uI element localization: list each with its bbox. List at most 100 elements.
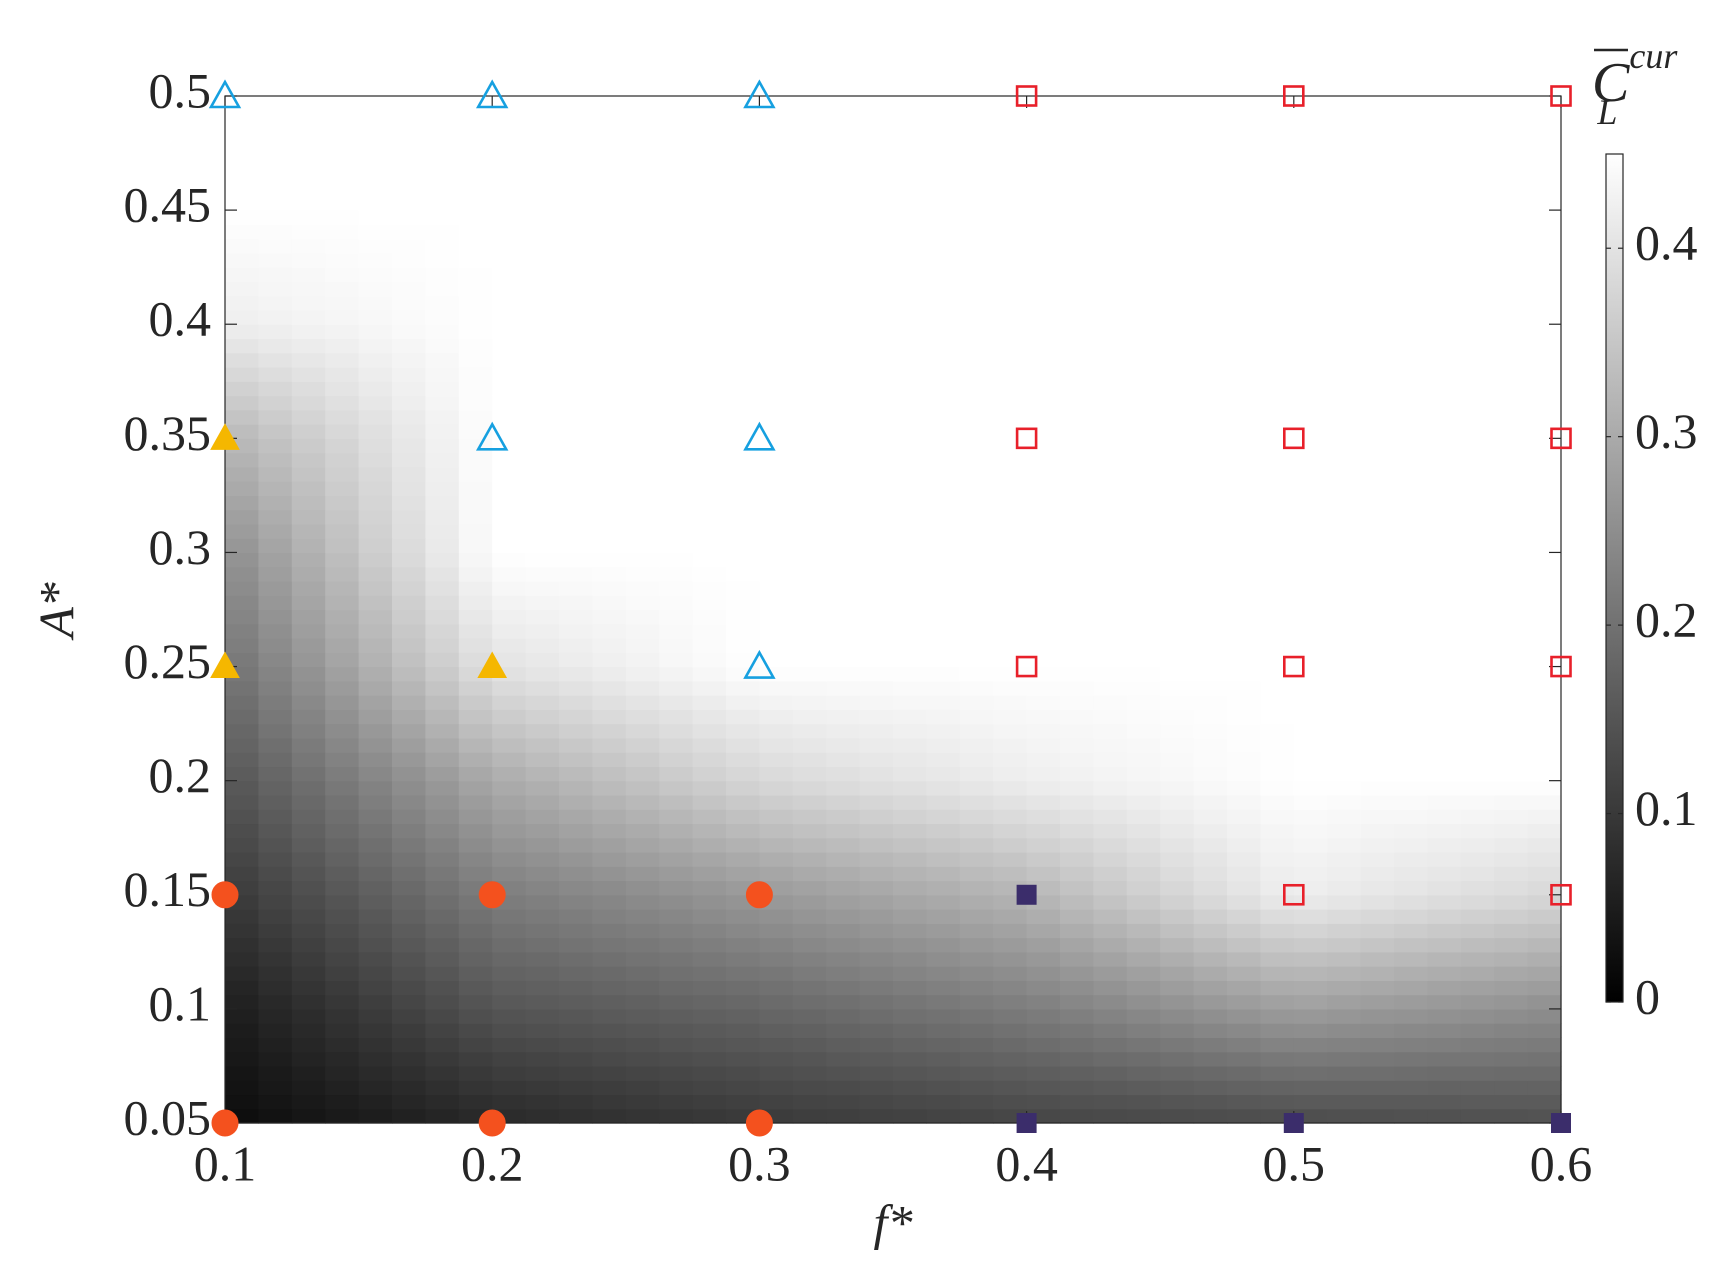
heat-cell [1460, 252, 1495, 268]
heat-cell [258, 138, 293, 154]
heat-cell [1394, 281, 1428, 297]
heat-cell [1527, 1065, 1562, 1081]
heat-cell [726, 210, 760, 225]
heat-cell [926, 481, 961, 496]
heat-cell [1394, 424, 1428, 439]
heat-cell [1527, 338, 1562, 354]
heat-cell [1060, 195, 1094, 211]
heat-cell [492, 595, 527, 611]
heat-cell [592, 167, 627, 183]
heat-cell [826, 909, 861, 924]
heat-cell [1494, 523, 1529, 539]
heat-cell [759, 766, 794, 782]
heat-cell [1360, 552, 1395, 568]
heat-cell [325, 153, 360, 168]
heat-cell [1193, 409, 1228, 425]
heat-cell [1227, 880, 1261, 896]
heat-cell [1494, 1080, 1529, 1096]
heat-cell [959, 438, 994, 454]
heat-cell [893, 1023, 927, 1039]
heat-cell [759, 823, 794, 839]
heat-cell [559, 1023, 593, 1039]
heat-cell [926, 809, 961, 825]
heat-cell [225, 381, 259, 397]
heat-cell [692, 837, 727, 853]
heat-cell [358, 1037, 393, 1053]
heat-cell [525, 980, 560, 996]
heat-cell [1427, 1051, 1462, 1067]
heat-cell [893, 167, 927, 183]
heat-cell [1260, 267, 1295, 283]
heat-cell [1394, 652, 1428, 668]
heat-cell [291, 210, 326, 225]
heat-cell [1227, 424, 1261, 439]
heat-cell [1327, 623, 1362, 639]
heat-cell [625, 695, 660, 710]
heat-cell [1060, 367, 1094, 382]
heat-cell [1093, 96, 1128, 111]
heat-cell [1394, 951, 1428, 967]
heat-cell [1360, 937, 1395, 953]
heat-cell [225, 395, 259, 411]
heat-cell [358, 324, 393, 340]
heat-cell [1093, 566, 1128, 582]
heat-cell [525, 1065, 560, 1081]
heat-cell [893, 609, 927, 625]
heat-cell [291, 1094, 326, 1110]
heat-cell [458, 138, 493, 154]
heat-cell [859, 666, 894, 682]
heat-cell [559, 1065, 593, 1081]
heat-cell [659, 851, 694, 867]
heat-cell [1193, 367, 1228, 382]
heat-cell [1427, 880, 1462, 896]
heat-cell [458, 766, 493, 782]
heat-cell [1260, 1065, 1295, 1081]
heat-cell [1126, 309, 1161, 325]
heat-cell [225, 680, 259, 696]
heat-cell [291, 181, 326, 197]
heat-cell [559, 181, 593, 197]
heat-cell [458, 780, 493, 796]
heat-cell [1026, 652, 1061, 668]
y-tick-label: 0.35 [124, 405, 212, 461]
heat-cell [358, 381, 393, 397]
heat-cell [525, 823, 560, 839]
marker-circle [478, 881, 506, 909]
heat-cell [1060, 1094, 1094, 1110]
heat-cell [559, 680, 593, 696]
heat-cell [692, 167, 727, 183]
heat-cell [1327, 723, 1362, 739]
heat-cell [826, 652, 861, 668]
heat-cell [625, 153, 660, 168]
heat-cell [592, 153, 627, 168]
heat-cell [926, 823, 961, 839]
heat-cell [1093, 352, 1128, 368]
heat-cell [425, 580, 460, 596]
heat-cell [1494, 966, 1529, 981]
heat-cell [625, 1094, 660, 1110]
heat-cell [1394, 352, 1428, 368]
heat-cell [1360, 623, 1395, 639]
heat-cell [1293, 780, 1328, 796]
heat-cell [959, 1037, 994, 1053]
heat-cell [1494, 495, 1529, 511]
heat-cell [458, 1080, 493, 1096]
heat-cell [1527, 138, 1562, 154]
heat-cell [625, 851, 660, 867]
heat-cell [926, 1080, 961, 1096]
heat-cell [692, 909, 727, 924]
heat-cell [425, 780, 460, 796]
heat-cell [325, 96, 360, 111]
heat-cell [525, 723, 560, 739]
heat-cell [659, 224, 694, 240]
heat-cell [325, 666, 360, 682]
heat-cell [1527, 737, 1562, 753]
heat-cell [1394, 238, 1428, 254]
heat-cell [1093, 1008, 1128, 1024]
heat-cell [1060, 495, 1094, 511]
heat-cell [993, 523, 1028, 539]
heat-cell [1527, 580, 1562, 596]
heat-cell [1460, 894, 1495, 910]
y-tick-label: 0.4 [149, 291, 212, 347]
heat-cell [1160, 1037, 1195, 1053]
